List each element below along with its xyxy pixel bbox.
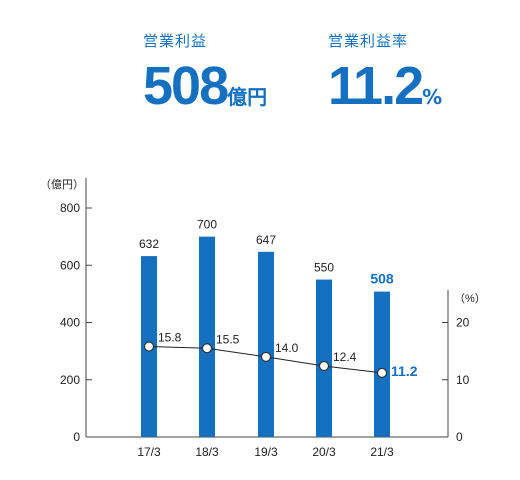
operating-margin-value: 11.2	[328, 56, 424, 116]
margin-point	[143, 341, 155, 352]
operating-margin-label: 営業利益率	[328, 32, 409, 50]
bar-value-label: 647	[256, 233, 276, 247]
bar-20/3	[316, 279, 332, 437]
operating-profit-label: 営業利益	[143, 32, 208, 50]
left-tick-label: 200	[60, 373, 80, 387]
left-tick-label: 800	[60, 201, 80, 215]
operating-margin-unit: %	[422, 85, 443, 109]
right-tick-label: 0	[456, 430, 463, 444]
bar-value-label: 508	[370, 271, 394, 287]
category-label: 17/3	[137, 445, 161, 459]
left-tick-label: 600	[60, 258, 80, 272]
margin-value-label: 15.5	[216, 332, 240, 346]
right-axis-unit: （%）	[454, 292, 486, 305]
margin-point	[260, 351, 272, 362]
margin-value-label: 14.0	[275, 341, 299, 355]
margin-value-label: 15.8	[158, 331, 182, 345]
left-axis-unit: （億円）	[40, 178, 84, 191]
margin-value-label: 12.4	[333, 350, 357, 364]
margin-point	[376, 367, 388, 378]
left-tick-label: 400	[60, 316, 80, 330]
operating-profit-value-group: 508億円	[143, 59, 267, 113]
right-tick-label: 20	[456, 316, 470, 330]
margin-value-label: 11.2	[391, 363, 418, 379]
bar-value-label: 550	[314, 261, 334, 275]
right-tick-label: 10	[456, 373, 470, 387]
bar-21/3	[374, 291, 390, 437]
operating-profit-value: 508	[143, 56, 229, 116]
category-label: 18/3	[195, 445, 219, 459]
category-label: 19/3	[254, 445, 278, 459]
bar-19/3	[258, 251, 274, 437]
bar-value-label: 632	[139, 237, 159, 251]
margin-point	[318, 360, 330, 372]
category-label: 20/3	[312, 445, 336, 459]
bar-value-label: 700	[197, 218, 217, 232]
left-tick-label: 0	[73, 430, 80, 444]
bar-18/3	[199, 236, 215, 437]
margin-point	[201, 343, 213, 354]
operating-profit-unit: 億円	[227, 85, 268, 109]
operating-profit-kpi: 営業利益 508億円	[143, 30, 267, 113]
operating-margin-value-group: 11.2%	[328, 59, 442, 113]
operating-margin-kpi: 営業利益率 11.2%	[328, 30, 442, 113]
category-label: 21/3	[370, 445, 394, 459]
